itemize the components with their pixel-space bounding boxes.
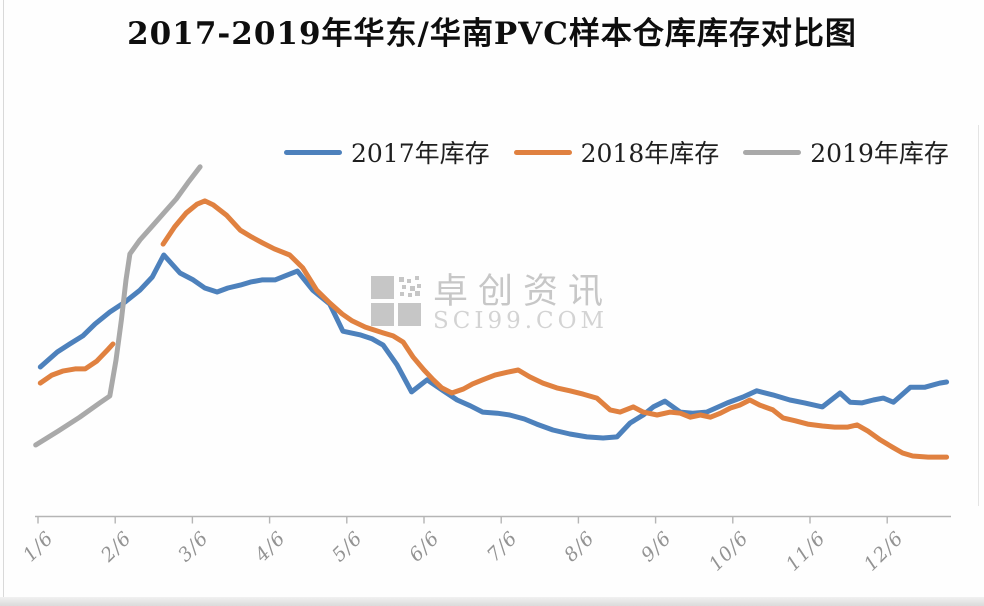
series-line-0: [37, 252, 950, 441]
series-line-2: [33, 164, 203, 448]
legend-item-0: 2017年库存: [284, 134, 490, 170]
frame-bottom-strip: [0, 597, 984, 606]
legend-swatch-icon: [284, 149, 342, 155]
series-line-1: [37, 341, 116, 386]
legend-swatch-icon: [743, 149, 802, 155]
legend-label: 2017年库存: [351, 139, 490, 168]
frame-left-border: [3, 0, 4, 598]
legend-swatch-icon: [513, 149, 572, 155]
series-line-1: [160, 198, 950, 460]
chart-title: 2017-2019年华东/华南PVC样本仓库库存对比图: [127, 16, 857, 52]
frame-right-border: [978, 125, 979, 506]
legend-label: 2018年库存: [580, 139, 720, 168]
legend: 2017年库存 2018年库存 2019年库存: [284, 134, 949, 170]
legend-item-1: 2018年库存: [513, 134, 720, 170]
legend-label: 2019年库存: [810, 139, 949, 168]
legend-item-2: 2019年库存: [743, 134, 949, 170]
